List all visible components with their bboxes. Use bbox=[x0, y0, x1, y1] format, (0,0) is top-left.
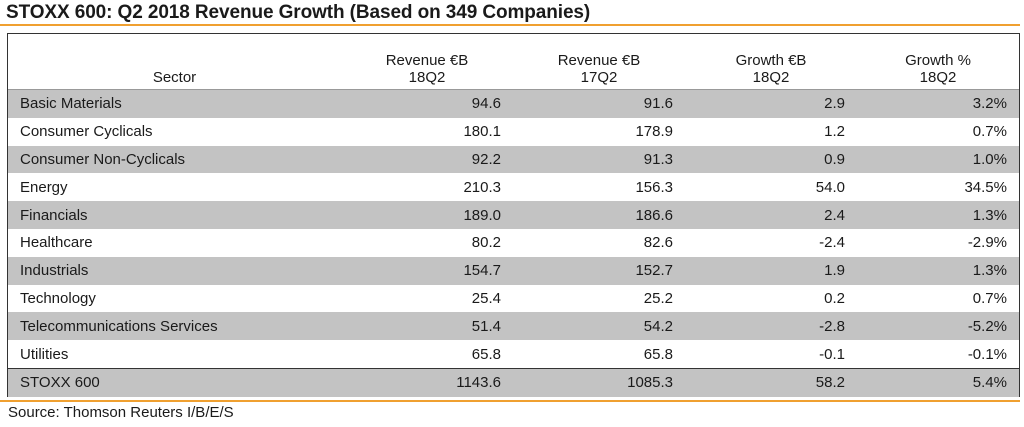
growth-eur-cell: 1.9 bbox=[685, 256, 857, 285]
revenue-17q2-cell: 91.6 bbox=[513, 88, 685, 118]
column-header-revenue-18q2-line1: Revenue €B bbox=[385, 52, 469, 69]
sector-cell: Consumer Cyclicals bbox=[20, 123, 153, 141]
growth-eur-cell: 0.2 bbox=[824, 289, 845, 307]
page-title: STOXX 600: Q2 2018 Revenue Growth (Based… bbox=[6, 2, 591, 23]
growth-eur-cell: 2.4 bbox=[685, 201, 857, 229]
total-row: STOXX 600 1143.6 1085.3 58.2 5.4% bbox=[8, 367, 1019, 397]
column-header-sector: Sector bbox=[152, 69, 197, 86]
growth-eur-cell: 0.9 bbox=[685, 145, 857, 174]
growth-eur-cell: -2.8 bbox=[685, 312, 857, 341]
revenue-17q2-cell: 82.6 bbox=[643, 234, 673, 252]
growth-pct-cell: 0.7% bbox=[972, 123, 1007, 141]
table-row: Consumer Cyclicals 180.1 178.9 1.2 0.7% bbox=[8, 118, 1019, 146]
revenue-table-frame: Revenue €B Revenue €B Growth €B Growth %… bbox=[7, 33, 1020, 397]
growth-pct-cell: -2.9% bbox=[967, 234, 1007, 252]
column-header-growth-pct-period: 18Q2 bbox=[919, 69, 957, 86]
revenue-18q2-cell: 180.1 bbox=[463, 123, 501, 141]
sector-cell: Financials bbox=[8, 201, 341, 229]
table-row: Industrials 154.7 152.7 1.9 1.3% bbox=[8, 256, 1019, 285]
sector-cell: Utilities bbox=[20, 345, 69, 363]
growth-eur-cell: 1.2 bbox=[824, 123, 845, 141]
column-header-growth-eur-period: 18Q2 bbox=[752, 69, 790, 86]
table-row: Energy 210.3 156.3 54.0 34.5% bbox=[8, 173, 1019, 201]
revenue-17q2-cell: 25.2 bbox=[643, 289, 673, 307]
revenue-18q2-cell: 189.0 bbox=[341, 201, 513, 229]
column-header-growth-eur-line1: Growth €B bbox=[735, 52, 807, 69]
table-row: Healthcare 80.2 82.6 -2.4 -2.9% bbox=[8, 229, 1019, 257]
growth-pct-cell: 1.3% bbox=[857, 256, 1019, 285]
growth-pct-cell: 1.3% bbox=[857, 201, 1019, 229]
revenue-17q2-cell: 91.3 bbox=[513, 145, 685, 174]
growth-pct-cell: 0.7% bbox=[972, 289, 1007, 307]
sector-cell: Consumer Non-Cyclicals bbox=[8, 145, 341, 174]
column-header-revenue-17q2-period: 17Q2 bbox=[580, 69, 618, 86]
revenue-17q2-cell: 54.2 bbox=[513, 312, 685, 341]
growth-pct-cell: -0.1% bbox=[967, 345, 1007, 363]
header-row-1: Revenue €B Revenue €B Growth €B Growth % bbox=[8, 34, 1019, 69]
sector-cell: Industrials bbox=[8, 256, 341, 285]
growth-eur-cell: -2.4 bbox=[819, 234, 845, 252]
column-header-sector-line1 bbox=[8, 34, 341, 69]
column-header-growth-pct-line1: Growth % bbox=[905, 52, 971, 69]
table-body: Basic Materials 94.6 91.6 2.9 3.2% Consu… bbox=[8, 88, 1019, 397]
table-row: Consumer Non-Cyclicals 92.2 91.3 0.9 1.0… bbox=[8, 145, 1019, 174]
revenue-18q2-cell: 65.8 bbox=[471, 345, 501, 363]
revenue-18q2-cell: 92.2 bbox=[341, 145, 513, 174]
table-row: Technology 25.4 25.2 0.2 0.7% bbox=[8, 285, 1019, 313]
revenue-18q2-cell: 210.3 bbox=[463, 178, 501, 196]
revenue-table: Revenue €B Revenue €B Growth €B Growth %… bbox=[8, 34, 1019, 397]
revenue-17q2-cell: 65.8 bbox=[643, 345, 673, 363]
source-note: Source: Thomson Reuters I/B/E/S bbox=[8, 404, 234, 421]
revenue-18q2-cell: 51.4 bbox=[341, 312, 513, 341]
sector-cell: Telecommunications Services bbox=[8, 312, 341, 341]
sector-cell: Healthcare bbox=[20, 234, 93, 252]
revenue-17q2-cell: 186.6 bbox=[513, 201, 685, 229]
revenue-17q2-cell: 152.7 bbox=[513, 256, 685, 285]
header-row-2: Sector 18Q2 17Q2 18Q2 18Q2 bbox=[8, 69, 1019, 90]
sector-cell: Energy bbox=[20, 178, 68, 196]
total-sector-cell: STOXX 600 bbox=[8, 367, 341, 397]
bottom-accent-rule bbox=[0, 400, 1020, 402]
growth-pct-cell: -5.2% bbox=[857, 312, 1019, 341]
revenue-18q2-cell: 80.2 bbox=[471, 234, 501, 252]
top-accent-rule bbox=[0, 24, 1020, 26]
column-header-revenue-17q2-line1: Revenue €B bbox=[557, 52, 641, 69]
revenue-17q2-cell: 156.3 bbox=[635, 178, 673, 196]
total-revenue-18q2-cell: 1143.6 bbox=[341, 367, 513, 397]
growth-pct-cell: 1.0% bbox=[857, 145, 1019, 174]
table-row: Utilities 65.8 65.8 -0.1 -0.1% bbox=[8, 340, 1019, 368]
total-growth-eur-cell: 58.2 bbox=[685, 367, 857, 397]
revenue-18q2-cell: 154.7 bbox=[341, 256, 513, 285]
growth-eur-cell: 54.0 bbox=[815, 178, 845, 196]
growth-eur-cell: 2.9 bbox=[685, 88, 857, 118]
sector-cell: Basic Materials bbox=[8, 88, 341, 118]
total-revenue-17q2-cell: 1085.3 bbox=[513, 367, 685, 397]
revenue-17q2-cell: 178.9 bbox=[635, 123, 673, 141]
table-header: Revenue €B Revenue €B Growth €B Growth %… bbox=[8, 34, 1019, 90]
growth-eur-cell: -0.1 bbox=[819, 345, 845, 363]
total-growth-pct-cell: 5.4% bbox=[857, 367, 1019, 397]
sector-cell: Technology bbox=[20, 289, 96, 307]
column-header-revenue-18q2-period: 18Q2 bbox=[408, 69, 446, 86]
table-row: Telecommunications Services 51.4 54.2 -2… bbox=[8, 312, 1019, 341]
growth-pct-cell: 34.5% bbox=[964, 178, 1007, 196]
table-row: Financials 189.0 186.6 2.4 1.3% bbox=[8, 201, 1019, 229]
table-row: Basic Materials 94.6 91.6 2.9 3.2% bbox=[8, 88, 1019, 118]
revenue-18q2-cell: 94.6 bbox=[341, 88, 513, 118]
revenue-18q2-cell: 25.4 bbox=[471, 289, 501, 307]
growth-pct-cell: 3.2% bbox=[857, 88, 1019, 118]
